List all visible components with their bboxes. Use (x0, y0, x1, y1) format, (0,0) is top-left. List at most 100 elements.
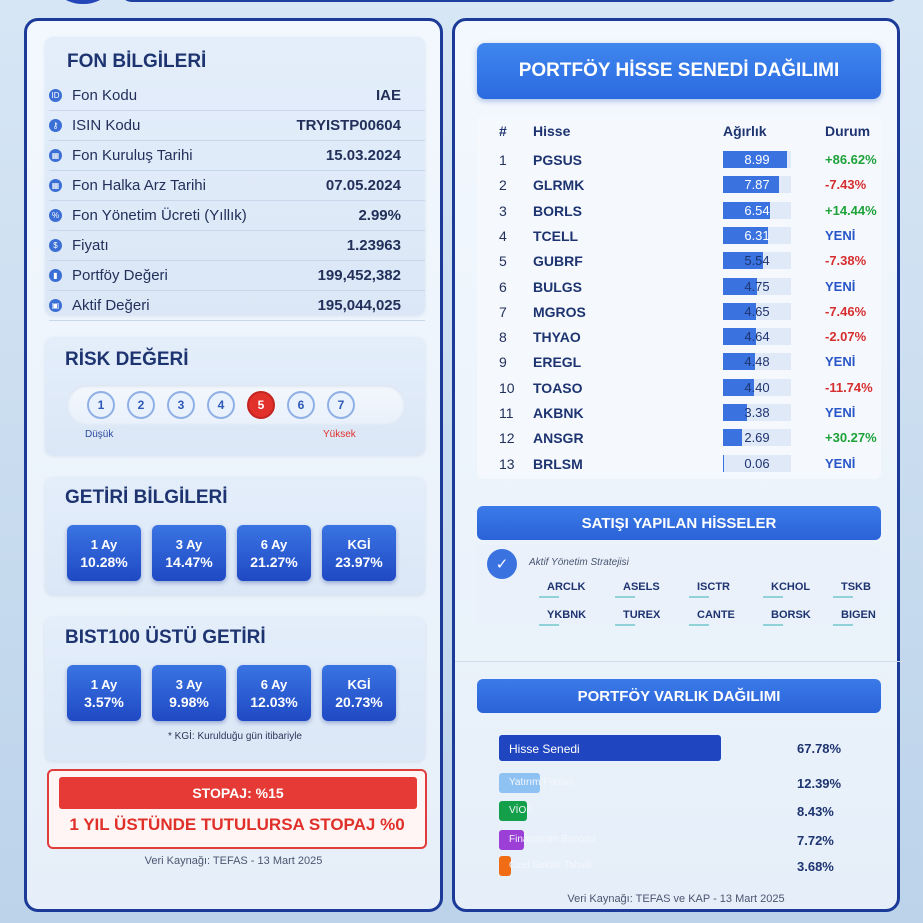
holding-weight-bar: 4.40 (723, 378, 791, 396)
holding-weight-value: 3.38 (744, 405, 770, 420)
calendar-icon: ▦ (49, 149, 62, 162)
risk-level-3: 3 (167, 391, 195, 419)
fund-info-value: 15.03.2024 (325, 147, 401, 164)
holding-weight-bar: 3.38 (723, 404, 791, 421)
returns-title: GETİRİ BİLGİLERİ (65, 487, 228, 508)
returns-period: 1 Ay (90, 537, 118, 552)
fund-summary-panel: FON BİLGİLERİ ID Fon Kodu IAE ⚷ ISIN Kodu TRY… (24, 18, 443, 912)
returns-period: 3 Ay (175, 537, 203, 552)
sold-ticker: ISCTR (689, 581, 730, 598)
holding-weight-value: 5.54 (744, 253, 770, 269)
holding-weight-bar: 4.65 (723, 302, 791, 320)
sold-ticker: CANTE (689, 609, 735, 626)
holding-row: 12 ANSGR 2.69 +30.27% (477, 425, 881, 450)
holding-weight-value: 8.99 (744, 152, 770, 167)
holding-weight-value: 4.64 (744, 329, 770, 345)
col-header-status: Durum (825, 123, 871, 139)
bist-value: 20.73% (335, 694, 383, 710)
holding-weight-fill (723, 454, 725, 472)
holding-status: YENİ (825, 405, 856, 420)
asset-bar (499, 735, 721, 761)
header-frame-decoration (120, 0, 900, 2)
fund-info-row: ▦ Fon Kuruluş Tarihi 15.03.2024 (49, 141, 425, 171)
sold-stocks-title: SATIŞI YAPILAN HİSSELER (477, 506, 881, 540)
holding-weight-bar: 6.54 (723, 201, 791, 219)
holding-rank: 11 (499, 405, 514, 421)
holding-row: 5 GUBRF 5.54 -7.38% (477, 248, 881, 273)
holding-status: +86.62% (825, 152, 877, 167)
risk-level-1: 1 (87, 391, 115, 419)
holding-rank: 8 (499, 329, 507, 346)
holding-weight-fill (723, 429, 743, 447)
fund-info-title: FON BİLGİLERİ (67, 51, 207, 72)
risk-level-6: 6 (287, 391, 315, 419)
holding-status: YENİ (825, 227, 856, 243)
holding-status: -7.46% (825, 303, 867, 319)
holding-weight-bar: 4.75 (723, 277, 791, 295)
holding-weight-value: 4.75 (744, 278, 770, 294)
fund-info-label: Fon Yönetim Ücreti (Yıllık) (72, 207, 247, 224)
returns-box: 3 Ay 14.47% (152, 525, 226, 581)
stopaj-box: STOPAJ: %15 1 YIL ÜSTÜNDE TUTULURSA STOP… (47, 769, 427, 849)
risk-title: RİSK DEĞERİ (65, 349, 189, 370)
holding-weight-fill (723, 302, 757, 320)
holding-weight-bar: 5.54 (723, 252, 791, 270)
holding-weight-fill (723, 176, 780, 194)
holding-rank: 3 (499, 202, 507, 219)
holding-ticker: BORLS (533, 202, 582, 219)
asset-value: 12.39% (797, 776, 842, 791)
holding-weight-value: 4.48 (744, 354, 770, 370)
fund-info-row: ⚷ ISIN Kodu TRYISTP00604 (49, 111, 425, 141)
asset-allocation-title: PORTFÖY VARLIK DAĞILIMI (477, 679, 881, 713)
holding-ticker: AKBNK (533, 405, 584, 421)
holding-rank: 5 (499, 253, 507, 270)
asset-row: Finansman Bonosu 7.72% (499, 830, 879, 852)
returns-value: 23.97% (335, 554, 383, 570)
asset-bar (499, 856, 512, 876)
bist-box: 6 Ay 12.03% (237, 665, 311, 721)
id-icon: ID (49, 89, 62, 102)
holding-status: -7.43% (825, 177, 867, 193)
holding-weight-bar: 0.06 (723, 454, 791, 472)
asset-label: Özel Sektör Tahvili (509, 860, 592, 871)
asset-row: Hisse Senedi 67.78% (499, 735, 879, 761)
section-divider (455, 661, 903, 662)
stopaj-note: 1 YIL ÜSTÜNDE TUTULURSA STOPAJ %0 (69, 815, 405, 834)
holding-weight-value: 0.06 (744, 455, 770, 471)
fund-info-value: TRYISTP00604 (296, 117, 402, 134)
col-header-weight: Ağırlık (723, 123, 767, 139)
holding-status: +14.44% (825, 202, 877, 218)
holding-weight-fill (723, 328, 757, 346)
holding-weight-value: 6.54 (744, 202, 770, 218)
returns-value: 10.28% (80, 554, 128, 570)
sold-ticker: YKBNK (538, 609, 587, 626)
holding-weight-fill (723, 378, 755, 396)
bist-title: BIST100 ÜSTÜ GETİRİ (65, 627, 266, 648)
holding-ticker: BRLSM (533, 455, 583, 472)
risk-level-7: 7 (327, 391, 355, 419)
asset-bar (499, 773, 540, 793)
returns-box: KGİ 23.97% (322, 525, 396, 581)
chart-icon: ▮ (49, 269, 62, 282)
holding-weight-bar: 4.48 (723, 353, 791, 371)
asset-label: Finansman Bonosu (509, 834, 596, 845)
holding-rank: 9 (499, 354, 507, 371)
bist-period: 1 Ay (90, 677, 118, 692)
asset-bar (499, 830, 525, 850)
bist-box: 3 Ay 9.98% (152, 665, 226, 721)
risk-level-5: 5 (247, 391, 275, 419)
fund-info-value: 2.99% (358, 207, 401, 224)
holding-row: 13 BRLSM 0.06 YENİ (477, 451, 881, 476)
fund-info-label: ISIN Kodu (72, 117, 141, 134)
check-icon: ✓ (487, 549, 517, 579)
holding-ticker: THYAO (533, 329, 581, 346)
fund-info-value: 195,044,025 (317, 297, 401, 314)
holding-rank: 12 (499, 430, 515, 447)
bist-period: KGİ (347, 677, 371, 692)
fund-info-label: Aktif Değeri (72, 297, 150, 314)
header-logo-decoration (48, 0, 118, 4)
holding-weight-bar: 6.31 (723, 226, 791, 244)
portfolio-title: PORTFÖY HİSSE SENEDİ DAĞILIMI (477, 43, 881, 99)
holding-weight-bar: 7.87 (723, 176, 791, 194)
asset-bar (499, 801, 527, 821)
